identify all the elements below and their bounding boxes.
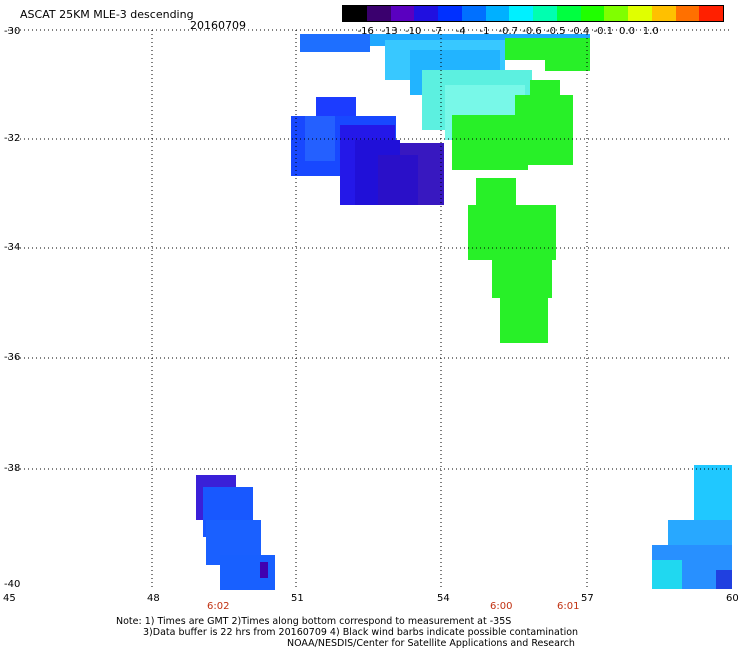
swath-cell bbox=[378, 155, 418, 205]
x-label: 48 bbox=[147, 593, 160, 604]
pass-time: 6:02 bbox=[207, 601, 230, 612]
colorbar-segment bbox=[628, 6, 652, 21]
x-label: 60 bbox=[726, 593, 739, 604]
colorbar-label: -0.1 bbox=[593, 26, 614, 37]
swath-cell bbox=[316, 97, 356, 117]
swath-cell bbox=[300, 34, 370, 52]
colorbar bbox=[342, 5, 724, 22]
colorbar-segment bbox=[390, 6, 415, 21]
x-label: 45 bbox=[3, 593, 16, 604]
pass-time: 6:00 bbox=[490, 601, 513, 612]
colorbar-label: -13 bbox=[381, 26, 398, 37]
colorbar-segment bbox=[509, 6, 533, 21]
colorbar-label: -7 bbox=[432, 26, 442, 37]
x-label: 51 bbox=[291, 593, 304, 604]
colorbar-segment bbox=[699, 6, 723, 21]
colorbar-segment bbox=[675, 6, 700, 21]
swath-cell bbox=[505, 38, 590, 60]
swath-cell bbox=[488, 140, 528, 170]
colorbar-segment bbox=[366, 6, 391, 21]
swath-cell bbox=[652, 560, 682, 589]
wind-swaths bbox=[196, 34, 732, 590]
y-label: -38 bbox=[4, 463, 21, 474]
x-label: 57 bbox=[581, 593, 594, 604]
swath-cell bbox=[694, 465, 732, 525]
colorbar-label: -1 bbox=[479, 26, 490, 37]
colorbar-segment bbox=[556, 6, 581, 21]
colorbar-segment bbox=[414, 6, 438, 21]
map-date: 20160709 bbox=[190, 19, 246, 32]
colorbar-label: 0.0 bbox=[619, 26, 635, 37]
colorbar-segment bbox=[438, 6, 462, 21]
grid-lines bbox=[8, 29, 732, 588]
colorbar-segment bbox=[580, 6, 605, 21]
colorbar-label: 1.0 bbox=[642, 26, 659, 37]
colorbar-segment bbox=[485, 6, 510, 21]
colorbar-segment bbox=[343, 6, 367, 21]
colorbar-segment bbox=[604, 6, 628, 21]
colorbar-segment bbox=[533, 6, 557, 21]
x-label: 54 bbox=[437, 593, 450, 604]
y-label: -36 bbox=[4, 352, 21, 363]
swath-cell bbox=[260, 562, 268, 578]
y-label: -32 bbox=[4, 133, 21, 144]
colorbar-label: -16 bbox=[357, 26, 374, 37]
swath-cell bbox=[545, 55, 590, 71]
y-label: -34 bbox=[4, 242, 21, 253]
colorbar-label: -0.7 bbox=[498, 26, 519, 37]
colorbar-label: -4 bbox=[455, 26, 466, 37]
swath-cell bbox=[468, 205, 556, 260]
colorbar-label: -0.4 bbox=[569, 26, 590, 37]
colorbar-label: -10 bbox=[405, 26, 422, 37]
swath-cell bbox=[500, 290, 548, 343]
swath-cell bbox=[716, 570, 732, 589]
map-title: ASCAT 25KM MLE-3 descending bbox=[20, 8, 194, 21]
y-label: -30 bbox=[4, 26, 21, 37]
colorbar-label: -0.6 bbox=[522, 26, 542, 37]
pass-time: 6:01 bbox=[557, 601, 580, 612]
note-line-1: Note: 1) Times are GMT 2)Times along bot… bbox=[116, 616, 512, 627]
colorbar-segment bbox=[461, 6, 486, 21]
note-line-3: NOAA/NESDIS/Center for Satellite Applica… bbox=[287, 638, 575, 649]
note-line-2: 3)Data buffer is 22 hrs from 20160709 4)… bbox=[143, 627, 579, 638]
colorbar-label: -0.5 bbox=[545, 26, 566, 37]
y-label: -40 bbox=[4, 579, 21, 590]
colorbar-segment bbox=[651, 6, 676, 21]
